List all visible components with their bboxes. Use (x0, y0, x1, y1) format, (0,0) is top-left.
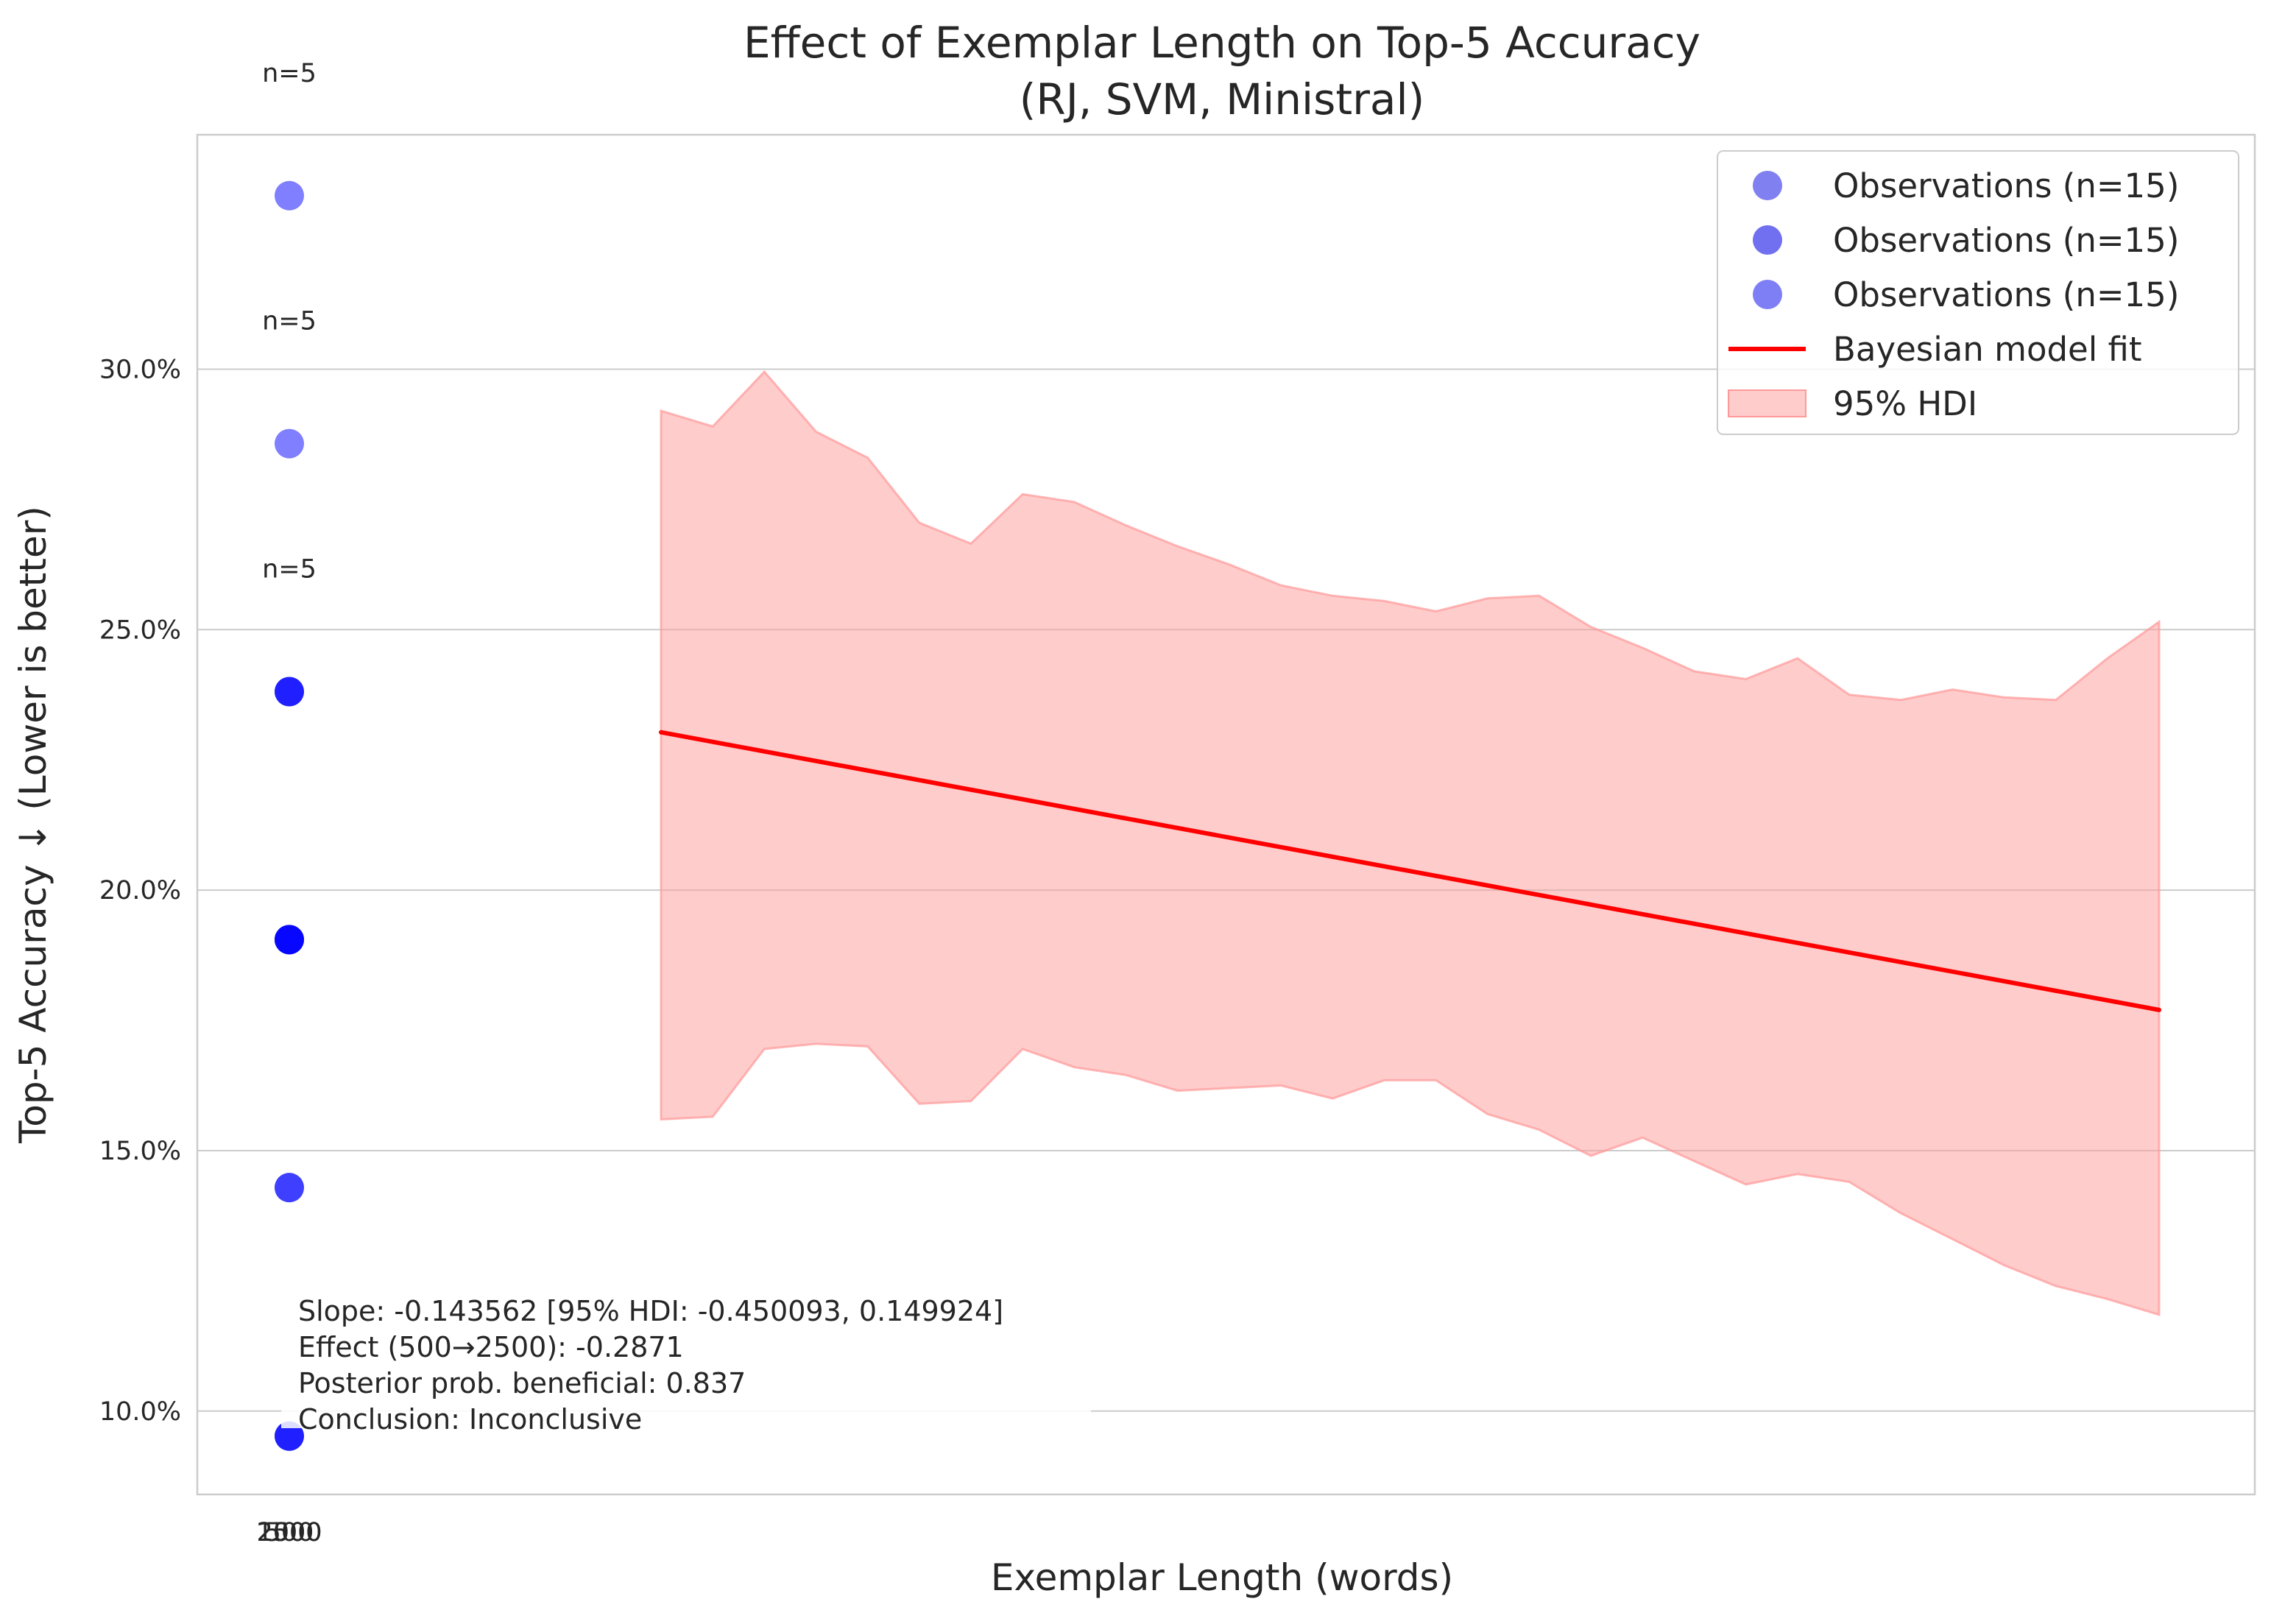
y-tick-label: 30.0% (99, 355, 181, 384)
x-tick-label: 2500 (256, 1518, 322, 1547)
observation-point (275, 677, 304, 707)
stats-line: Effect (500→2500): -0.2871 (298, 1331, 684, 1363)
model-fit-layer (659, 730, 2161, 1012)
stats-line: Slope: -0.143562 [95% HDI: -0.450093, 0.… (298, 1295, 1003, 1327)
hdi-band-layer (660, 370, 2161, 1316)
legend-label: Observations (n=15) (1833, 275, 2179, 314)
observation-points (275, 180, 304, 1451)
observation-point (275, 180, 304, 211)
plot-frame (196, 133, 2256, 1496)
x-tick-label: 1000 (256, 1518, 322, 1547)
group-count-label: n=5 (262, 554, 317, 584)
y-tick-label: 20.0% (99, 876, 181, 905)
observation-point (275, 1173, 304, 1203)
stats-annotation: Slope: -0.143562 [95% HDI: -0.450093, 0.… (281, 1290, 1091, 1436)
stats-box (281, 1290, 1091, 1428)
legend: Observations (n=15) Observations (n=15) Ob… (1717, 150, 2239, 435)
y-tick-label: 25.0% (99, 615, 181, 645)
y-tick-label: 10.0% (99, 1397, 181, 1427)
legend-marker (1753, 171, 1782, 200)
y-tick-label: 15.0% (99, 1137, 181, 1166)
legend-label: Observations (n=15) (1833, 166, 2179, 205)
model-fit-line (659, 730, 2161, 1012)
legend-marker (1753, 280, 1782, 309)
x-axis-label: Exemplar Length (words) (991, 1556, 1453, 1599)
chart-subtitle: (RJ, SVM, Ministral) (1020, 74, 1424, 124)
legend-box (1717, 150, 2239, 435)
stats-line: Posterior prob. beneficial: 0.837 (298, 1367, 746, 1399)
y-axis-label: Top-5 Accuracy ↓ (Lower is better) (12, 506, 54, 1144)
legend-patch (1728, 389, 1806, 417)
group-count-labels: n=5 n=5 n=5 (262, 59, 317, 585)
observation-point (275, 925, 304, 955)
legend-label: Observations (n=15) (1833, 221, 2179, 260)
legend-label: 95% HDI (1833, 384, 1977, 423)
stats-line: Conclusion: Inconclusive (298, 1403, 642, 1436)
group-count-label: n=5 (262, 307, 317, 336)
observation-point (275, 1421, 304, 1451)
legend-label: Bayesian model fit (1833, 330, 2142, 369)
chart-title: Effect of Exemplar Length on Top-5 Accur… (744, 18, 1700, 68)
x-tick-label: 500 (265, 1518, 314, 1547)
legend-marker (1753, 225, 1782, 255)
observation-point (275, 428, 304, 459)
hdi-band (660, 370, 2161, 1316)
group-count-label: n=5 (262, 59, 317, 88)
